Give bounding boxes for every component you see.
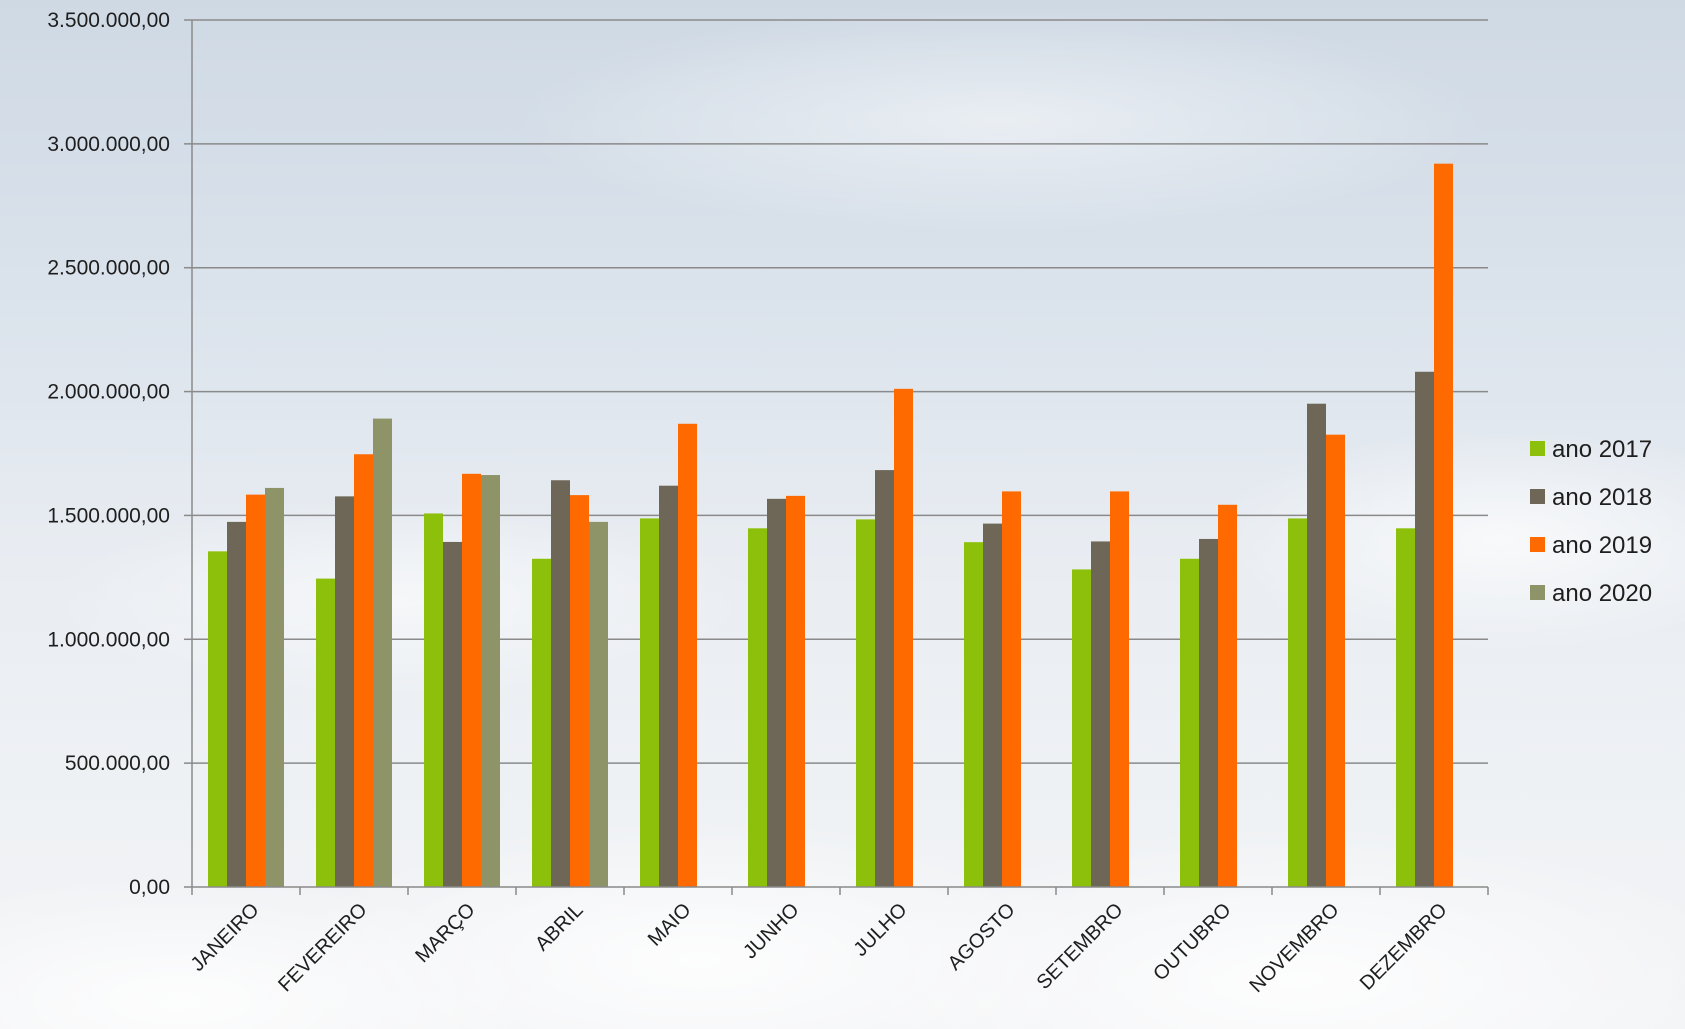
legend-label: ano 2020 (1552, 580, 1652, 607)
bar-ano-2017-agosto (964, 542, 983, 887)
bar-ano-2018-outubro (1199, 538, 1218, 887)
bar-ano-2019-março (462, 473, 481, 887)
bar-ano-2018-abril (551, 480, 570, 887)
x-category-label: DEZEMBRO (1356, 899, 1452, 995)
bar-ano-2017-fevereiro (316, 578, 335, 887)
grid-lines (192, 19, 1488, 764)
bar-ano-2019-julho (894, 388, 913, 887)
x-category-label: JANEIRO (187, 899, 264, 976)
bar-ano-2018-maio (659, 485, 678, 887)
bar-ano-2020-janeiro (265, 487, 284, 887)
bar-ano-2020-fevereiro (373, 418, 392, 887)
bar-ano-2017-novembro (1288, 518, 1307, 887)
x-category-label: FEVEREIRO (274, 899, 371, 996)
bar-ano-2017-outubro (1180, 558, 1199, 887)
y-tick-label: 1.000.000,00 (47, 628, 170, 651)
bar-ano-2019-novembro (1326, 434, 1345, 887)
bar-ano-2018-novembro (1307, 403, 1326, 887)
x-category-label: ABRIL (531, 899, 587, 955)
bar-ano-2019-outubro (1218, 504, 1237, 887)
bar-ano-2019-abril (570, 495, 589, 887)
y-tick-label: 2.500.000,00 (47, 257, 170, 280)
y-tick-label: 3.000.000,00 (47, 133, 170, 156)
bar-ano-2020-março (481, 475, 500, 887)
bar-ano-2017-julho (856, 519, 875, 887)
bar-ano-2018-junho (767, 498, 786, 887)
bar-ano-2019-maio (678, 423, 697, 887)
bars (208, 163, 1453, 887)
bar-ano-2018-setembro (1091, 541, 1110, 887)
bar-ano-2017-dezembro (1396, 528, 1415, 887)
bar-ano-2018-janeiro (227, 521, 246, 887)
x-category-label: NOVEMBRO (1245, 899, 1343, 997)
bar-ano-2019-junho (786, 495, 805, 887)
legend-label: ano 2019 (1552, 532, 1652, 559)
x-category-label: AGOSTO (944, 899, 1020, 975)
bar-ano-2019-dezembro (1434, 163, 1453, 887)
x-category-label: MARÇO (411, 899, 479, 967)
bar-ano-2018-julho (875, 470, 894, 887)
y-tick-label: 0,00 (129, 876, 170, 899)
bar-ano-2020-abril (589, 521, 608, 887)
bar-ano-2017-janeiro (208, 551, 227, 887)
legend-swatch (1530, 585, 1545, 600)
y-tick-label: 2.000.000,00 (47, 381, 170, 404)
x-category-label: SETEMBRO (1033, 899, 1128, 994)
bar-ano-2018-março (443, 541, 462, 887)
bar-ano-2019-fevereiro (354, 454, 373, 887)
x-category-label: JULHO (850, 899, 912, 961)
legend-label: ano 2017 (1552, 436, 1652, 463)
bar-ano-2019-agosto (1002, 491, 1021, 887)
bar-ano-2017-junho (748, 528, 767, 887)
x-category-label: MAIO (644, 899, 696, 951)
legend-swatch (1530, 441, 1545, 456)
bar-ano-2017-abril (532, 558, 551, 887)
bar-ano-2017-maio (640, 518, 659, 887)
bar-ano-2018-fevereiro (335, 496, 354, 887)
bar-ano-2018-dezembro (1415, 371, 1434, 887)
legend-label: ano 2018 (1552, 484, 1652, 511)
y-tick-label: 1.500.000,00 (47, 504, 170, 527)
legend-swatch (1530, 537, 1545, 552)
bar-ano-2019-janeiro (246, 494, 265, 887)
y-tick-label: 500.000,00 (65, 752, 170, 775)
bar-ano-2019-setembro (1110, 491, 1129, 887)
bar-ano-2017-setembro (1072, 569, 1091, 887)
bar-ano-2017-março (424, 513, 443, 887)
legend: ano 2017 ano 2018 ano 2019 ano 2020 (1530, 436, 1652, 607)
legend-swatch (1530, 489, 1545, 504)
bar-ano-2018-agosto (983, 523, 1002, 887)
y-tick-label: 3.500.000,00 (47, 9, 170, 32)
x-category-label: JUNHO (739, 899, 803, 963)
x-category-label: OUTUBRO (1149, 899, 1235, 985)
